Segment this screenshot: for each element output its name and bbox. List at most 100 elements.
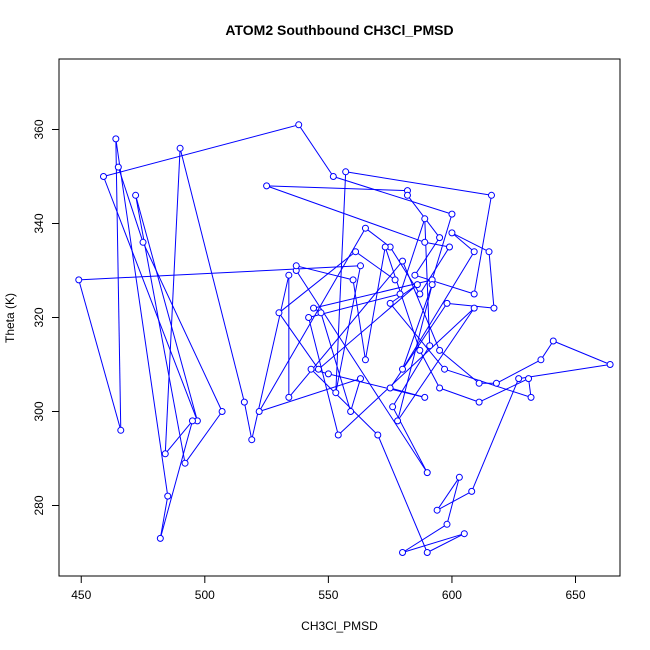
- data-point: [525, 375, 533, 383]
- data-point: [470, 248, 478, 256]
- series-segment: [446, 477, 460, 525]
- y-tick-label: 360: [32, 119, 46, 139]
- series-segment: [164, 148, 181, 454]
- series-segment: [159, 420, 193, 539]
- data-point: [349, 276, 357, 284]
- series-segment: [243, 402, 253, 440]
- series-segment: [436, 477, 460, 511]
- data-point: [441, 365, 449, 373]
- data-point: [399, 549, 407, 556]
- data-point: [181, 459, 189, 467]
- series-segment: [473, 195, 492, 295]
- series-segment: [258, 227, 366, 412]
- y-tick-label: 280: [32, 495, 46, 515]
- series-segment: [320, 312, 352, 412]
- data-point: [470, 304, 478, 312]
- data-point: [161, 450, 169, 458]
- series-segment: [278, 312, 319, 370]
- data-point: [361, 356, 369, 364]
- data-point: [455, 473, 463, 481]
- series-segment: [419, 350, 441, 389]
- series-segment: [377, 434, 428, 553]
- data-point: [361, 224, 369, 232]
- data-point: [263, 182, 271, 190]
- data-point: [139, 238, 147, 246]
- data-point: [188, 417, 196, 425]
- series-segment: [117, 166, 144, 243]
- data-point: [218, 408, 226, 415]
- data-point: [549, 337, 557, 345]
- series-segment: [288, 260, 403, 398]
- plot-frame: [58, 58, 621, 577]
- data-point: [285, 271, 293, 279]
- data-point: [433, 506, 441, 514]
- series-segment: [135, 195, 198, 422]
- series-segment: [259, 378, 361, 412]
- data-point: [537, 356, 545, 364]
- data-point: [352, 248, 360, 256]
- data-point: [112, 135, 120, 143]
- series-segment: [402, 284, 433, 370]
- y-tick-label: 300: [32, 401, 46, 421]
- series-segment: [496, 359, 542, 384]
- x-tick-label: 650: [565, 588, 585, 602]
- data-point: [75, 276, 83, 284]
- data-point: [132, 191, 140, 199]
- series-segment: [278, 251, 356, 314]
- series-segment: [103, 176, 198, 422]
- series-segment: [397, 284, 433, 422]
- data-point: [475, 398, 483, 406]
- data-point: [436, 384, 444, 392]
- data-point: [117, 426, 125, 434]
- data-point: [436, 234, 444, 242]
- series-segment: [390, 387, 425, 398]
- data-point: [275, 309, 283, 317]
- series-segment: [318, 284, 418, 370]
- data-point: [468, 487, 476, 495]
- x-tick-label: 600: [442, 588, 462, 602]
- data-point: [314, 365, 322, 373]
- data-point: [307, 365, 315, 373]
- series-segment: [115, 138, 122, 431]
- data-point: [445, 243, 453, 251]
- data-point: [357, 262, 365, 270]
- data-point: [255, 408, 263, 415]
- series-segment: [444, 368, 532, 398]
- data-point: [428, 281, 436, 289]
- series-segment: [414, 237, 441, 276]
- data-point: [470, 290, 478, 298]
- data-point: [391, 276, 399, 284]
- data-point: [426, 342, 434, 350]
- data-point: [423, 549, 431, 556]
- x-tick-label: 500: [195, 588, 215, 602]
- y-tick-label: 340: [32, 213, 46, 233]
- data-point: [485, 248, 493, 256]
- data-point: [487, 191, 495, 199]
- series-segment: [402, 251, 475, 370]
- series-segment: [296, 265, 354, 281]
- series-segment: [451, 232, 490, 253]
- data-point: [156, 534, 164, 542]
- data-point: [443, 299, 451, 307]
- series-segment: [540, 340, 554, 361]
- data-point: [332, 389, 340, 397]
- series-segment: [164, 420, 193, 455]
- series-segment: [337, 307, 475, 436]
- data-point: [381, 243, 389, 251]
- data-point: [357, 375, 365, 383]
- data-point: [317, 309, 325, 317]
- series-lines: [78, 124, 611, 553]
- series-segment: [424, 241, 450, 248]
- data-point: [396, 290, 404, 298]
- chart-title: ATOM2 Southbound CH3Cl_PMSD: [225, 22, 453, 38]
- series-segment: [397, 307, 475, 422]
- series-segment: [364, 246, 386, 360]
- series-segment: [350, 378, 361, 412]
- data-point: [460, 530, 468, 538]
- series-segment: [419, 246, 450, 295]
- data-point: [114, 163, 122, 171]
- data-point: [324, 370, 332, 378]
- series-segment: [389, 303, 445, 370]
- series-segment: [436, 490, 472, 511]
